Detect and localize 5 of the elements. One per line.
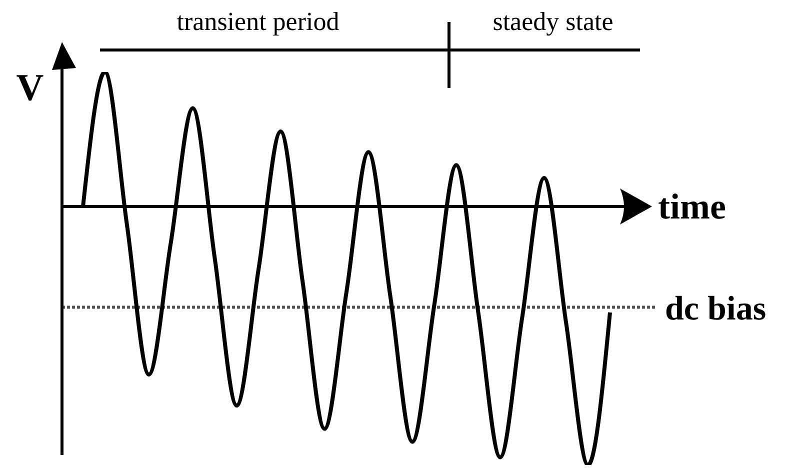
x-axis-title: time [658,186,726,226]
text: transient period [176,7,340,36]
text: staedy state [492,7,614,36]
y-axis-title: V [16,67,44,109]
ref-line-label: dc bias [665,290,766,328]
